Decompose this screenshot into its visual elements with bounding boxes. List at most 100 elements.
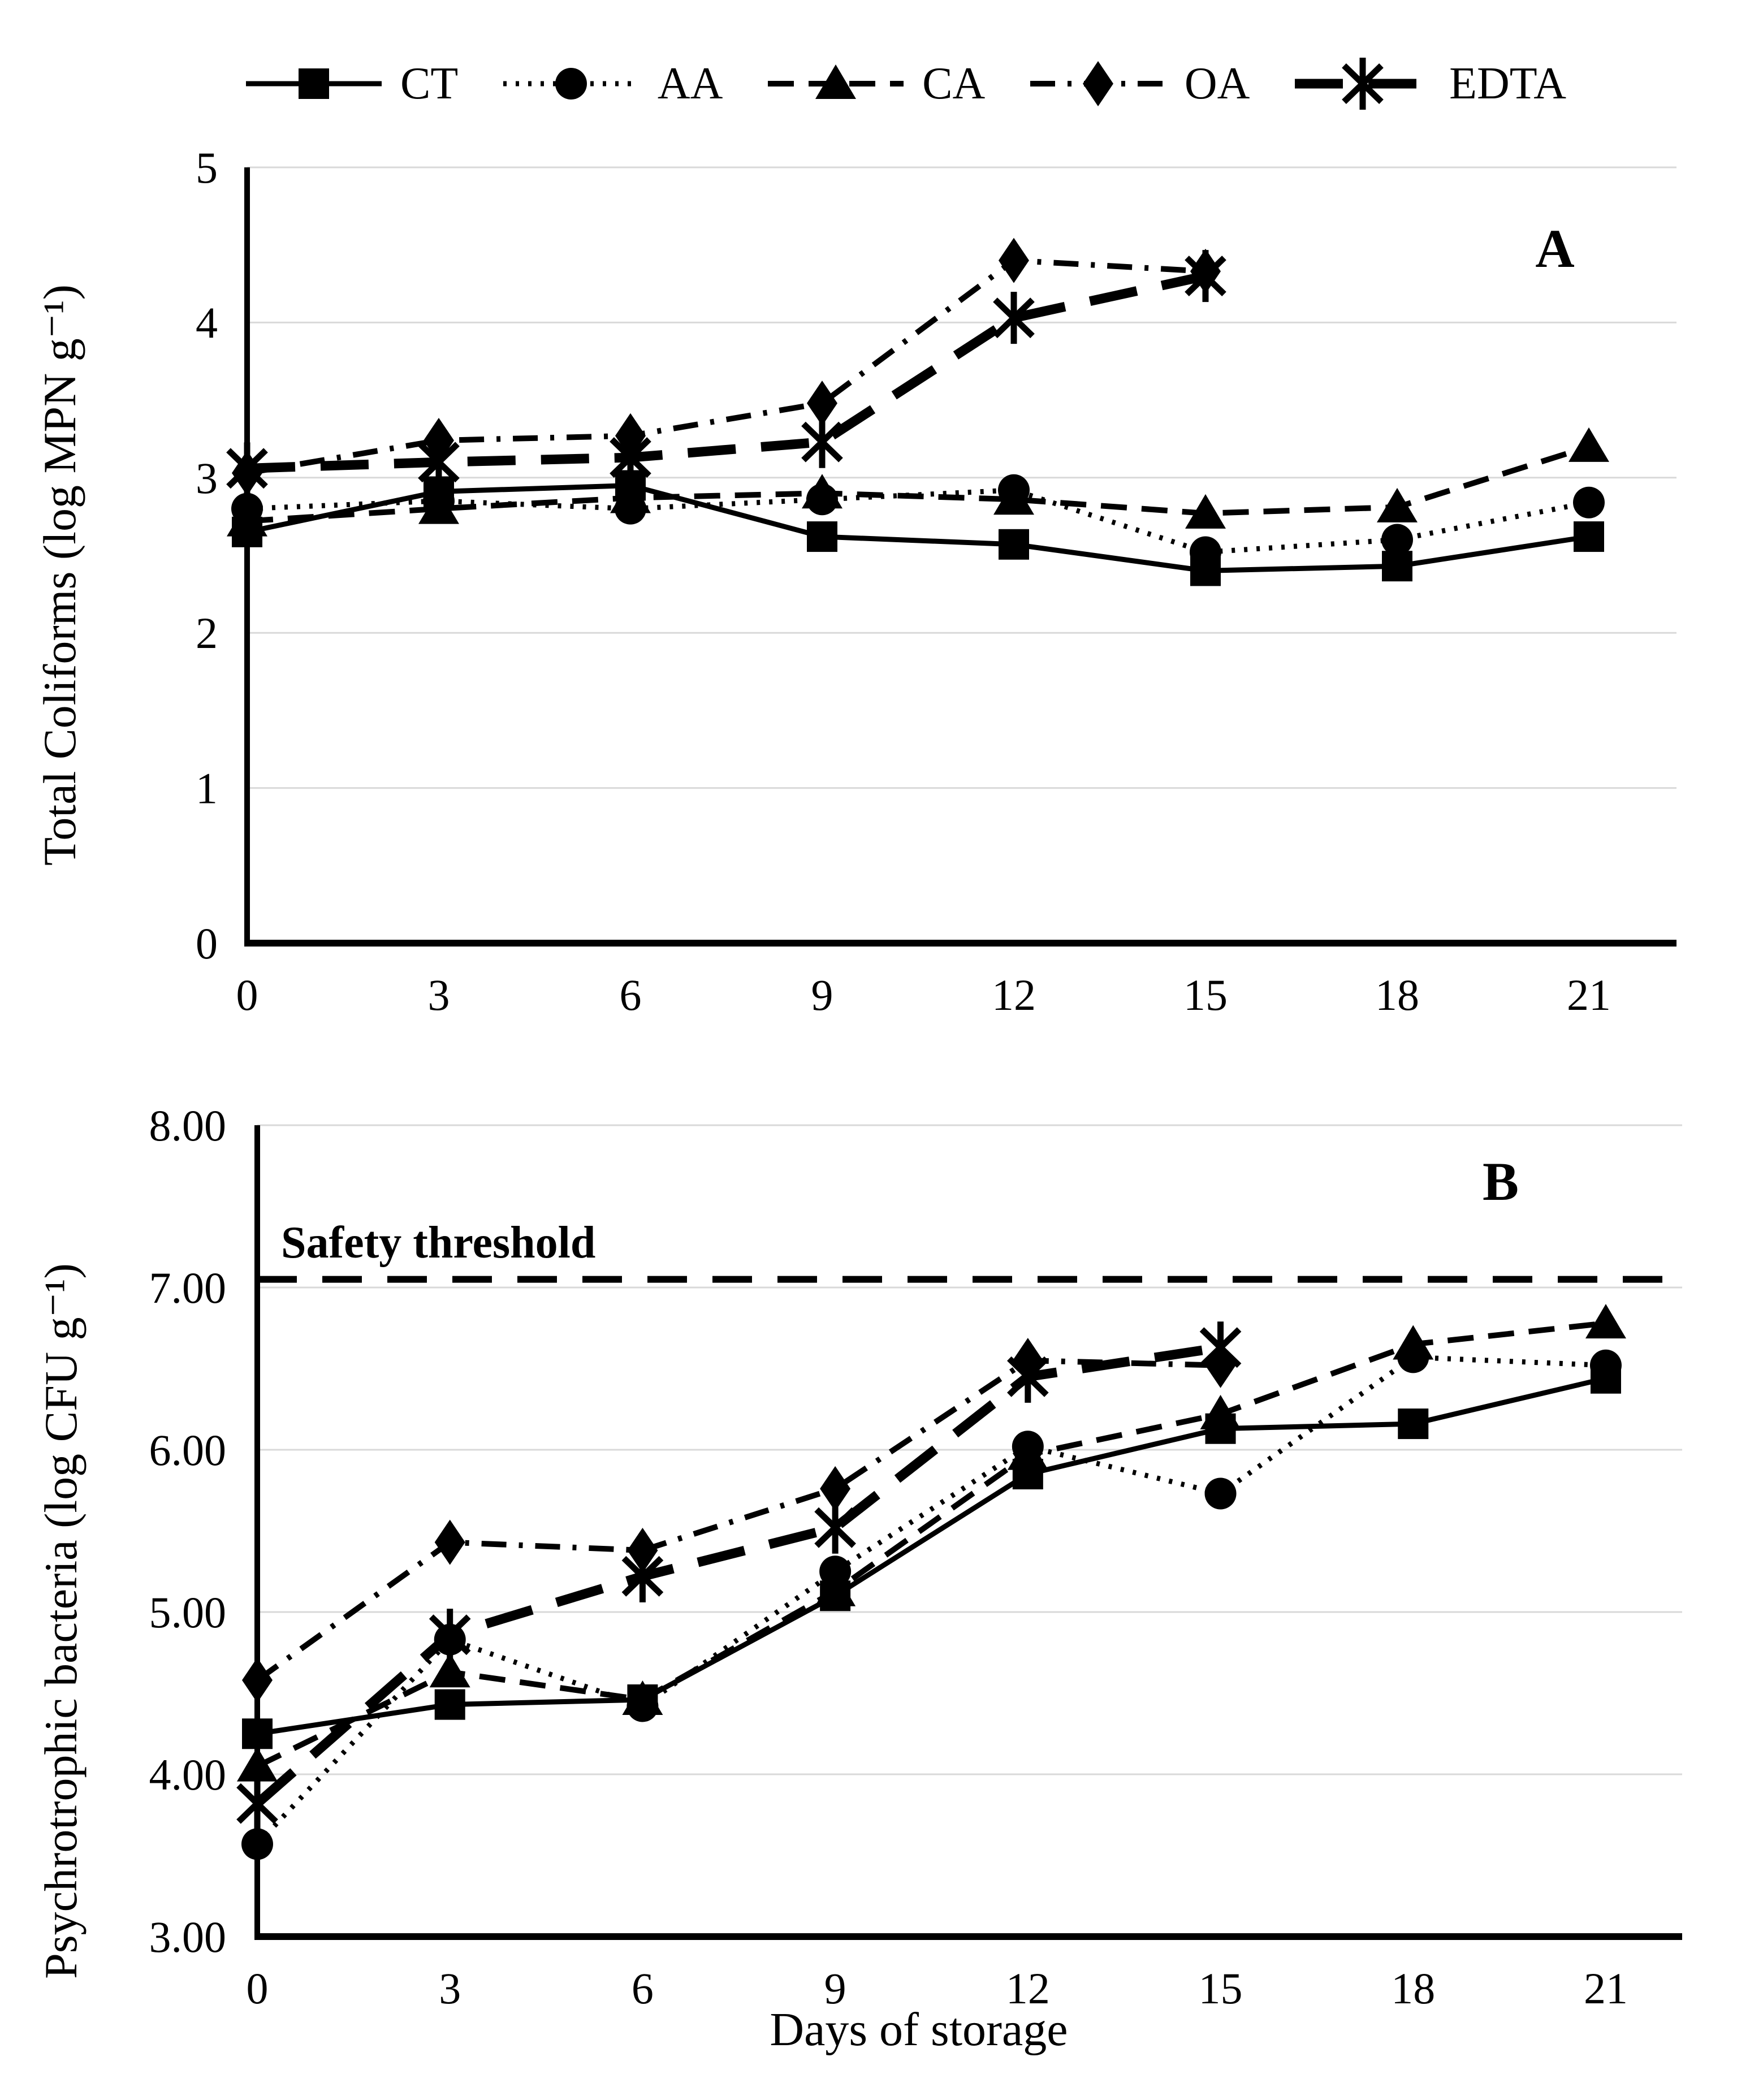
edta-line-sample-icon [1295,58,1431,110]
gridlines [257,1124,1682,1775]
series-oa [232,237,1221,496]
ct-square-marker [434,1689,465,1720]
y-tick-label: 8.00 [149,1101,227,1150]
legend-label-edta: EDTA [1449,59,1566,109]
ca-triangle-marker [1569,427,1609,462]
series-edta [226,250,1226,495]
ca-triangle-marker [622,1680,663,1715]
legend-item-edta: EDTA [1292,55,1566,112]
legend-label-aa: AA [657,59,723,109]
panel-b-chart: 3.00 4.00 5.00 6.00 7.00 8.00 0 3 6 9 12 15 18 21 [149,1101,1682,2013]
edta-asterisk-marker [993,292,1035,344]
legend-item-ca: CA [765,55,985,112]
series-line-oa [247,257,1206,476]
x-tick-label: 12 [992,970,1036,1019]
ca-triangle-marker [993,480,1034,515]
ca-triangle-marker [1377,487,1418,522]
x-axis-title: Days of storage [770,2003,1068,2056]
legend-label-ct: CT [400,59,459,109]
edta-asterisk-marker [1342,58,1384,110]
edta-asterisk-marker [621,1550,664,1602]
aa-circle-marker [1573,486,1605,518]
ca-line-sample-icon [768,64,904,99]
oa-diamond-marker [434,1519,465,1565]
ca-triangle-marker [815,1571,856,1606]
ca-triangle-marker [418,489,459,524]
panel-a-y-axis-title: Total Coliforms (log MPN g⁻¹) [34,284,85,866]
ct-square-marker [1398,1408,1429,1440]
aa-circle-marker [1190,536,1221,568]
legend-label-oa: OA [1184,59,1250,109]
series-line-edta [247,271,1207,473]
y-tick-label: 0 [196,919,218,968]
series-line-ca [256,1320,1606,1769]
x-tick-label: 15 [1183,970,1228,1019]
panel-a-label: A [1535,218,1575,279]
edta-asterisk-marker [814,1501,856,1554]
aa-circle-marker [1381,524,1413,556]
aa-circle-marker [1589,1349,1622,1381]
chart-legend: CT AA CA OA EDTA [243,50,1566,118]
y-tick-label: 1 [196,764,218,813]
edta-asterisk-marker [1185,250,1226,303]
y-tick-label: 2 [196,608,218,658]
ca-triangle-marker [610,478,651,513]
safety-threshold-label: Safety threshold [281,1218,596,1268]
edta-asterisk-marker [418,436,460,489]
edta-asterisk-marker [610,431,651,484]
y-tick-label: 7.00 [149,1263,227,1312]
ct-square-marker [999,529,1029,560]
x-tick-label: 3 [439,1964,461,2013]
series-line-edta [254,1342,1221,1808]
ct-square-marker [1574,521,1604,552]
ca-triangle-marker [1007,1435,1048,1470]
y-tick-label: 4.00 [149,1750,227,1799]
series-line-ct [257,1376,1607,1736]
y-tick-labels: 3.00 4.00 5.00 6.00 7.00 8.00 [149,1101,227,1961]
edta-asterisk-marker [1007,1350,1049,1403]
x-tick-labels: 0 3 6 9 12 15 18 21 [247,1964,1628,2013]
x-tick-label: 12 [1006,1964,1050,2013]
series-line-aa [255,1354,1606,1846]
y-tick-label: 5.00 [149,1588,227,1637]
ca-triangle-marker [815,64,857,99]
y-tick-label: 3.00 [149,1912,227,1961]
x-tick-label: 21 [1567,970,1611,1019]
y-tick-label: 4 [196,298,218,347]
oa-diamond-marker [807,381,837,426]
legend-item-aa: AA [500,55,723,112]
x-tick-label: 0 [236,970,258,1019]
legend-item-oa: OA [1027,55,1250,112]
series-line-ct [247,483,1589,573]
ct-line-sample-icon [246,68,382,99]
aa-circle-marker [819,1555,852,1588]
x-tick-labels: 0 3 6 9 12 15 18 21 [236,970,1611,1019]
ct-square-marker [1382,551,1412,582]
edta-asterisk-marker [429,1609,471,1661]
x-tick-label: 9 [824,1964,846,2013]
x-tick-label: 0 [247,1964,269,2013]
oa-diamond-marker [999,237,1029,283]
gridlines [247,166,1676,789]
series-edta [236,1321,1242,1830]
series-line-ca [247,444,1590,524]
y-tick-label: 6.00 [149,1425,227,1475]
panel-b-label: B [1482,1151,1519,1212]
x-tick-label: 18 [1391,1964,1435,2013]
legend-item-ct: CT [243,55,458,112]
ca-triangle-marker [802,474,842,509]
aa-circle-marker [555,68,587,100]
x-tick-label: 6 [620,970,642,1019]
ca-triangle-marker [1185,494,1226,529]
oa-diamond-marker [820,1466,851,1511]
ca-triangle-marker [1585,1304,1626,1339]
x-tick-label: 6 [632,1964,654,2013]
y-tick-label: 5 [196,143,218,192]
y-tick-label: 3 [196,453,218,503]
ca-triangle-marker [429,1653,470,1688]
series-ca [227,427,1609,537]
oa-line-sample-icon [1030,61,1166,106]
x-tick-label: 15 [1199,1964,1243,2013]
